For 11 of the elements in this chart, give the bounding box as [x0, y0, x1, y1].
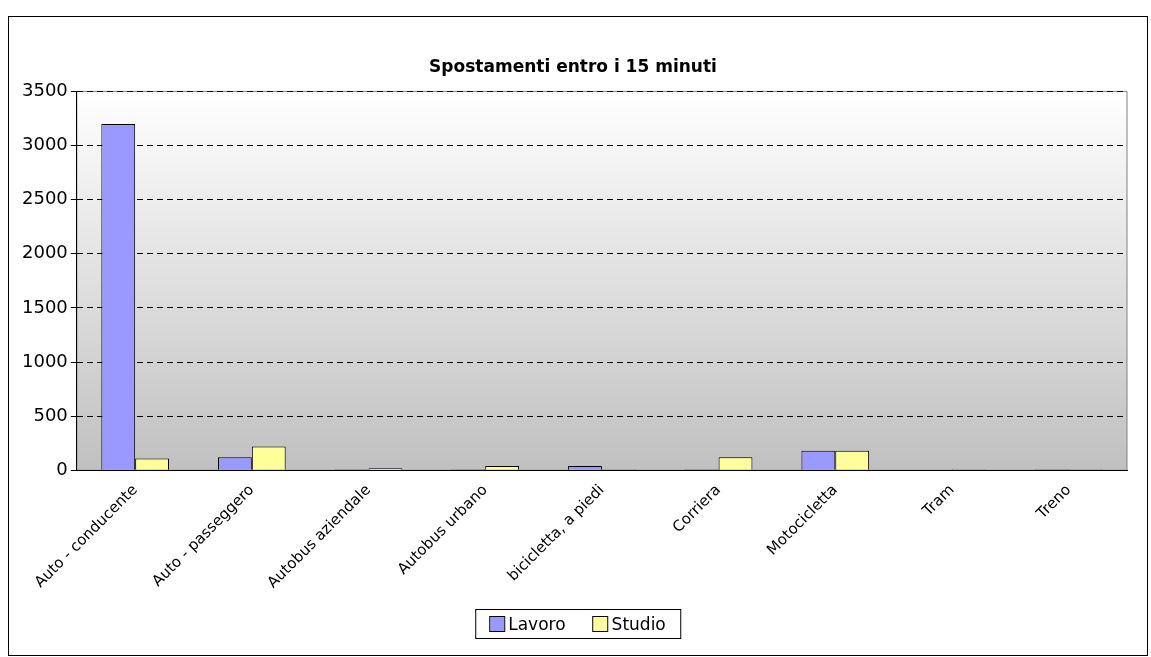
- legend-label: Lavoro: [508, 614, 566, 634]
- y-tick-label: 500: [33, 403, 68, 425]
- y-tick-label: 3000: [22, 133, 68, 155]
- y-tick-label: 3500: [22, 79, 68, 101]
- y-tick-label: 0: [56, 458, 68, 479]
- chart-title: Spostamenti entro i 15 minuti: [429, 55, 717, 76]
- y-tick-label: 1000: [22, 349, 68, 371]
- y-tick-label: 2500: [22, 187, 68, 209]
- y-tick-label: 2000: [22, 241, 68, 263]
- legend-label: Studio: [611, 614, 666, 634]
- y-tick-label: 1500: [22, 295, 68, 317]
